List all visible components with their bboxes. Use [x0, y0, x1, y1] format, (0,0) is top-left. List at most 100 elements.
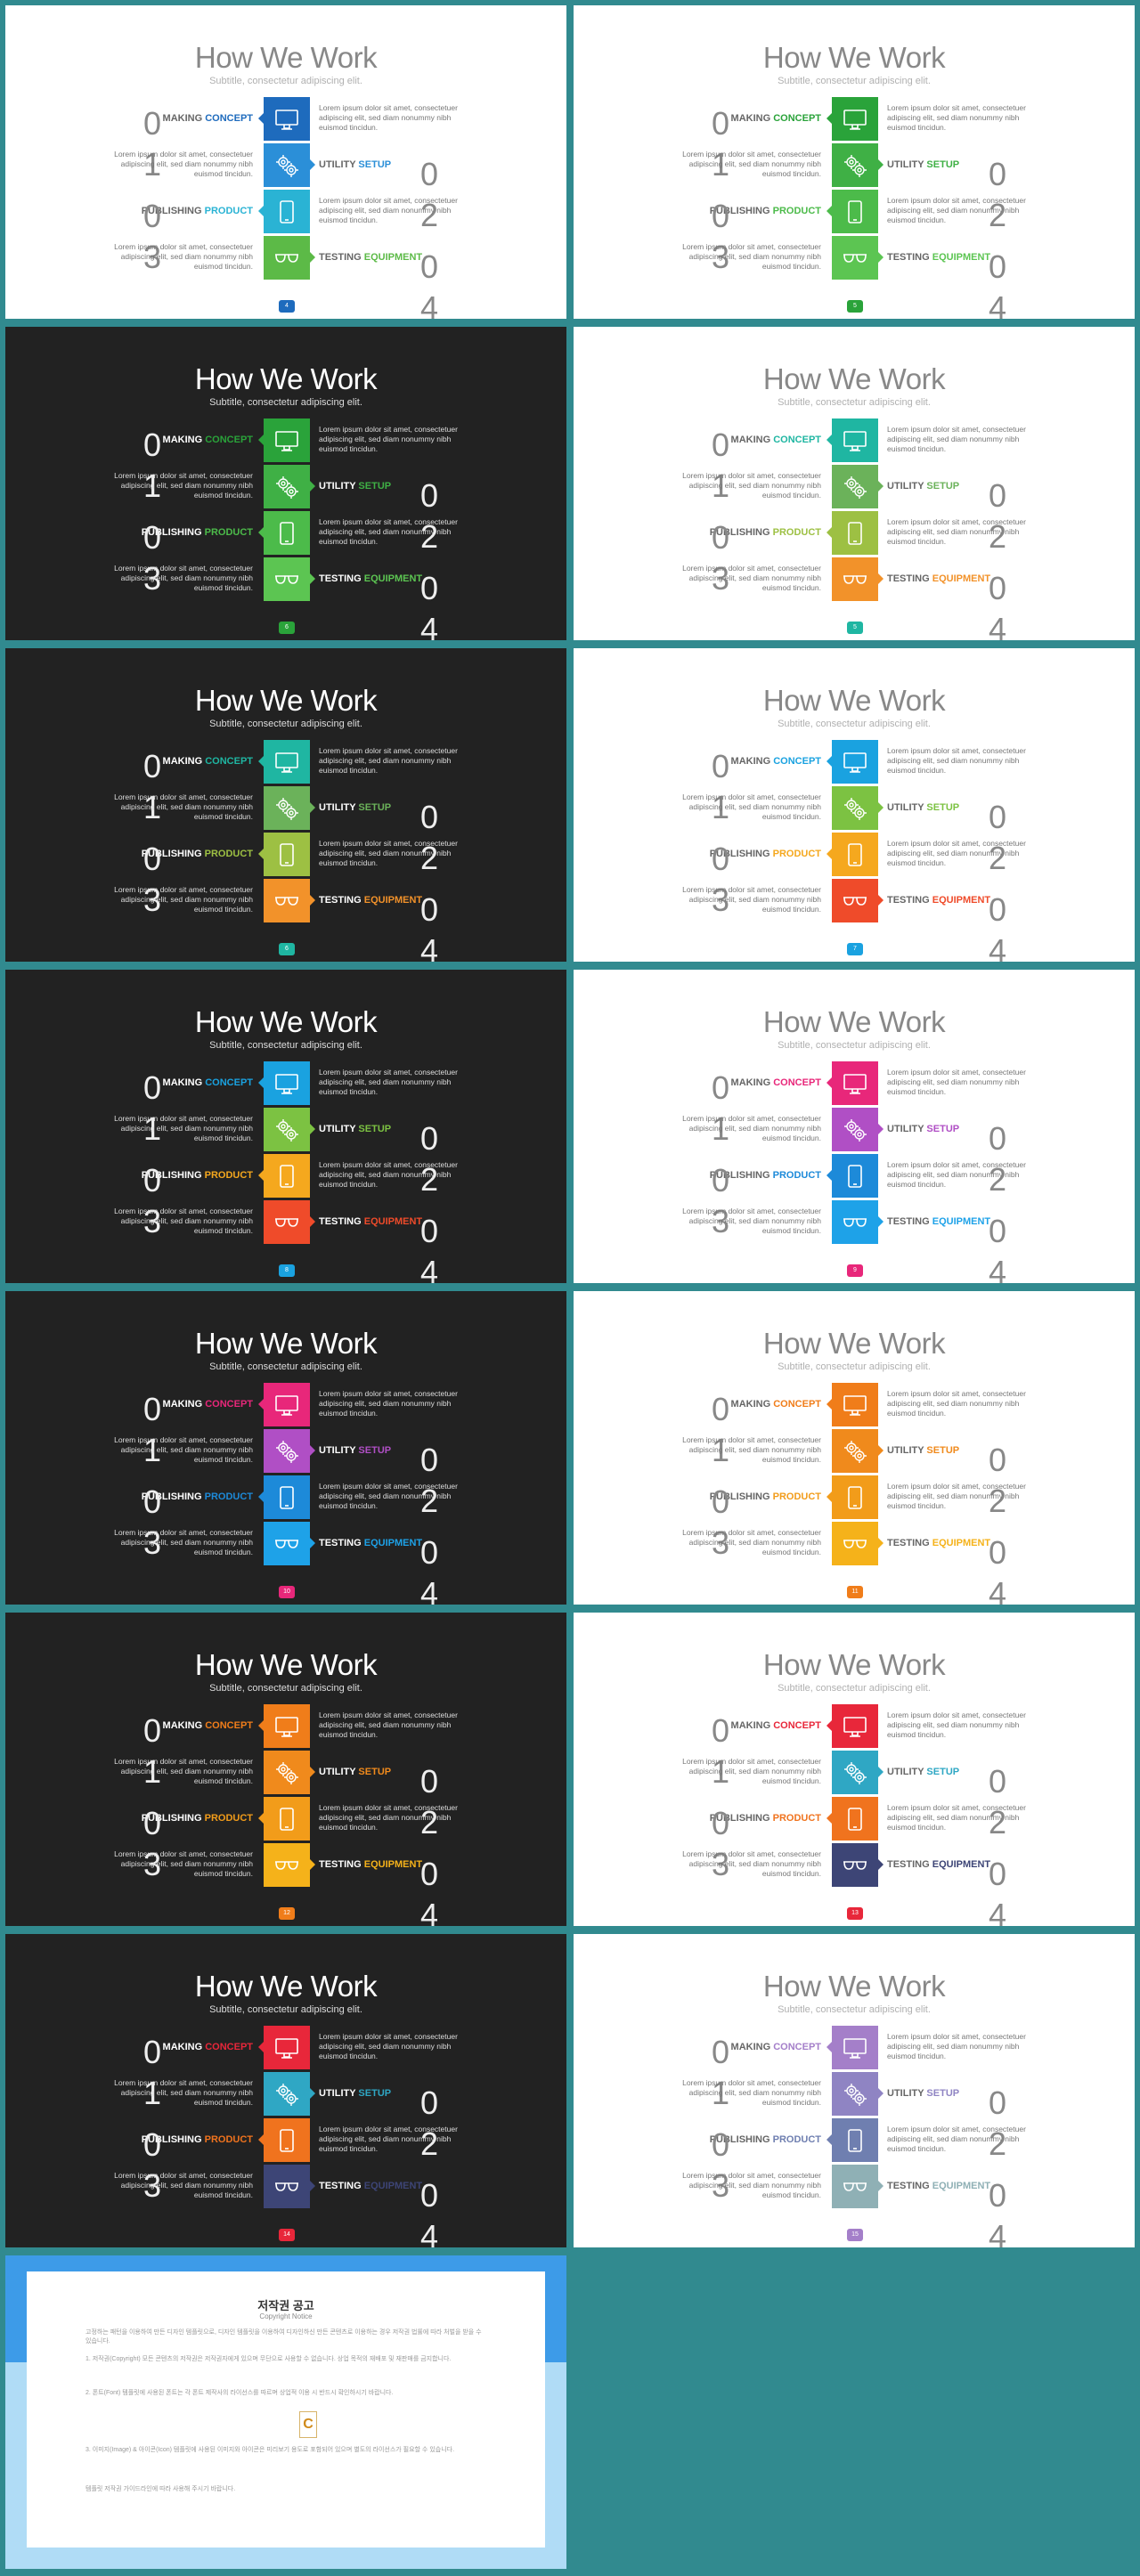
step-arrow: [826, 1399, 832, 1410]
step-label: MAKING CONCEPT: [163, 2042, 253, 2052]
gears-icon: [841, 473, 869, 501]
step-arrow: [826, 113, 832, 124]
slide-subtitle: Subtitle, consectetur adipiscing elit.: [778, 397, 931, 408]
step-number: 01: [712, 105, 730, 183]
step-arrow: [878, 895, 884, 906]
step-arrow: [310, 2088, 315, 2099]
step-block: [832, 1200, 878, 1244]
slide: How We Work Subtitle, consectetur adipisc…: [574, 1613, 1135, 1926]
step-label: TESTING EQUIPMENT: [887, 1538, 990, 1548]
step-description: Lorem ipsum dolor sit amet, consectetuer…: [887, 2125, 1026, 2153]
step-block: [832, 2072, 878, 2116]
slide-title: How We Work: [762, 41, 946, 74]
glasses-icon: [841, 2173, 869, 2201]
step-label-accent: PRODUCT: [772, 849, 821, 859]
step-number: 04: [989, 1213, 1007, 1283]
step-description: Lorem ipsum dolor sit amet, consectetuer…: [682, 1528, 821, 1556]
step-label-word: TESTING: [887, 1538, 930, 1548]
monitor-icon: [273, 427, 301, 455]
step-label: PUBLISHING PRODUCT: [142, 527, 253, 538]
step-label-accent: EQUIPMENT: [363, 895, 423, 906]
step-label: PUBLISHING PRODUCT: [710, 1491, 821, 1502]
step-block: [832, 1843, 878, 1887]
step-label-word: PUBLISHING: [709, 849, 770, 859]
step-label: MAKING CONCEPT: [731, 1399, 821, 1410]
step-label-accent: PRODUCT: [204, 527, 253, 538]
step-block: [264, 2072, 310, 2116]
step-number: 01: [143, 1712, 162, 1790]
step-number: 04: [420, 891, 439, 962]
step-label: PUBLISHING PRODUCT: [142, 1491, 253, 1502]
step-label-accent: PRODUCT: [772, 206, 821, 216]
slide-title: How We Work: [194, 41, 378, 74]
step-description: Lorem ipsum dolor sit amet, consectetuer…: [887, 839, 1026, 867]
step-arrow: [826, 1720, 832, 1731]
step-description: Lorem ipsum dolor sit amet, consectetuer…: [114, 1757, 253, 1785]
step-number: 02: [420, 156, 439, 233]
step-label-word: MAKING: [730, 2042, 771, 2052]
step-label-accent: SETUP: [926, 2088, 960, 2099]
step-label: TESTING EQUIPMENT: [887, 252, 990, 263]
step-label-word: TESTING: [319, 573, 362, 584]
step-label-accent: CONCEPT: [205, 113, 253, 124]
step-label-word: PUBLISHING: [709, 527, 770, 538]
step-label-accent: PRODUCT: [772, 1813, 821, 1824]
step-label-word: UTILITY: [887, 802, 924, 813]
step-label: TESTING EQUIPMENT: [319, 252, 422, 263]
step-number: 02: [420, 1120, 439, 1198]
step-number: 02: [420, 2084, 439, 2162]
glasses-icon: [841, 244, 869, 272]
step-label: MAKING CONCEPT: [731, 756, 821, 767]
step-label-accent: EQUIPMENT: [932, 2181, 991, 2191]
step-number: 01: [143, 2034, 162, 2111]
glasses-icon: [841, 565, 869, 594]
step-label-word: MAKING: [730, 113, 771, 124]
step-description: Lorem ipsum dolor sit amet, consectetuer…: [114, 1849, 253, 1878]
step-description: Lorem ipsum dolor sit amet, consectetuer…: [114, 1435, 253, 1464]
step-label: UTILITY SETUP: [319, 1124, 391, 1134]
step-label: TESTING EQUIPMENT: [887, 573, 990, 584]
step-label-word: UTILITY: [319, 2088, 356, 2099]
step-number: 04: [420, 1213, 439, 1283]
step-description: Lorem ipsum dolor sit amet, consectetuer…: [887, 517, 1026, 546]
step-label-accent: PRODUCT: [772, 1491, 821, 1502]
step-block: [264, 1522, 310, 1565]
page-number-badge: 11: [847, 1586, 863, 1598]
step-label-word: UTILITY: [319, 1124, 356, 1134]
slide: How We Work Subtitle, consectetur adipisc…: [5, 1934, 566, 2247]
step-number: 02: [989, 156, 1007, 233]
step-label-word: MAKING: [162, 435, 203, 445]
step-number: 04: [420, 2177, 439, 2247]
step-arrow: [258, 1491, 264, 1502]
step-block: [264, 1429, 310, 1473]
step-label-accent: SETUP: [358, 1124, 392, 1134]
glasses-icon: [273, 1851, 301, 1880]
slide: How We Work Subtitle, consectetur adipisc…: [5, 648, 566, 962]
gears-icon: [841, 794, 869, 823]
step-label: UTILITY SETUP: [887, 1445, 959, 1456]
tablet-icon: [841, 2126, 869, 2155]
step-label: PUBLISHING PRODUCT: [142, 2134, 253, 2145]
step-label: TESTING EQUIPMENT: [319, 1216, 422, 1227]
step-description: Lorem ipsum dolor sit amet, consectetuer…: [682, 2171, 821, 2199]
step-label-accent: PRODUCT: [772, 527, 821, 538]
step-arrow: [310, 1767, 315, 1777]
step-arrow: [310, 1859, 315, 1870]
step-label-word: UTILITY: [319, 481, 356, 492]
step-block: [832, 2165, 878, 2208]
slide-subtitle: Subtitle, consectetur adipiscing elit.: [209, 2004, 362, 2015]
glasses-icon: [273, 1530, 301, 1558]
step-label: MAKING CONCEPT: [731, 435, 821, 445]
slide: How We Work Subtitle, consectetur adipisc…: [5, 1291, 566, 1605]
step-arrow: [258, 527, 264, 538]
glasses-icon: [273, 244, 301, 272]
step-number: 02: [420, 477, 439, 555]
step-label-accent: PRODUCT: [204, 1170, 253, 1181]
slide-title: How We Work: [194, 362, 378, 395]
step-label: UTILITY SETUP: [319, 2088, 391, 2099]
step-label-accent: SETUP: [926, 1124, 960, 1134]
step-block: [264, 1704, 310, 1748]
step-block: [264, 2118, 310, 2162]
step-number: 02: [989, 799, 1007, 876]
